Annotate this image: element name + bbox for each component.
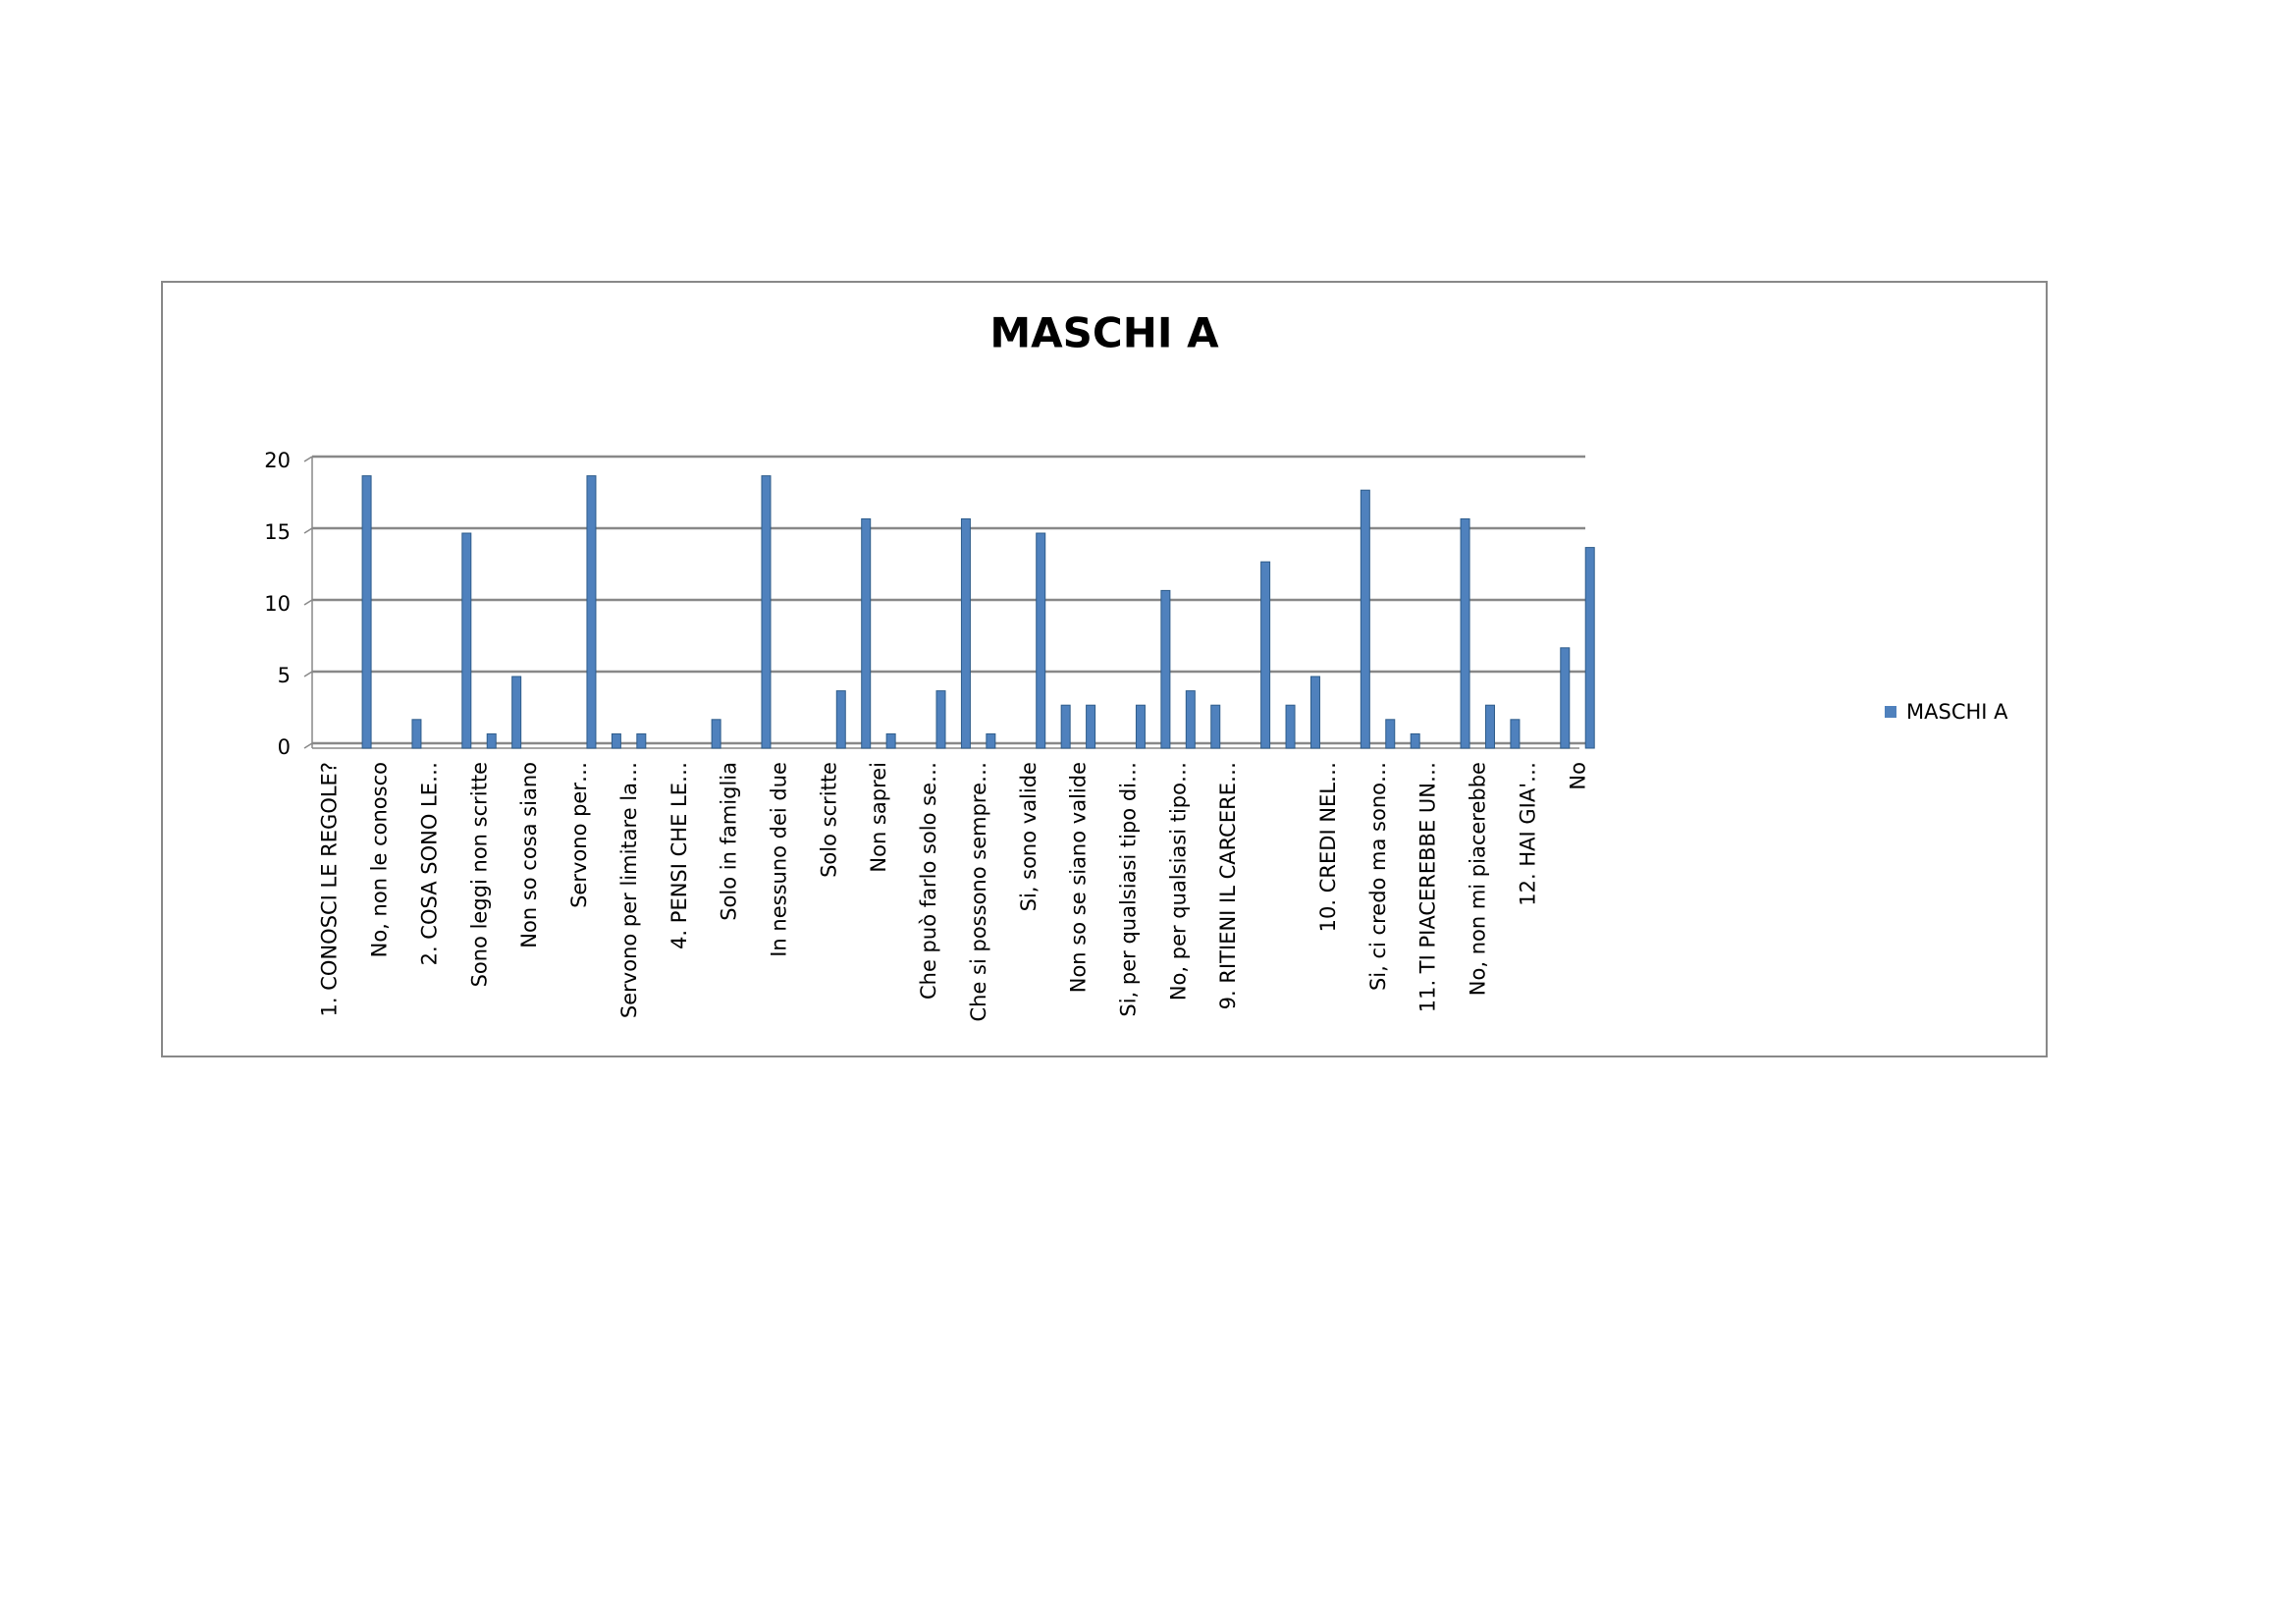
y-tick-label: 5: [278, 664, 291, 687]
bar: [1086, 704, 1096, 749]
bar: [1260, 561, 1271, 749]
x-tick-label: Si, per qualsiasi tipo di…: [1117, 762, 1141, 1017]
y-tick-label: 20: [264, 449, 291, 472]
bar: [1560, 647, 1571, 749]
y-tick-label: 0: [278, 735, 291, 759]
x-tick-label: Che si possono sempre…: [967, 762, 990, 1022]
bar: [461, 532, 472, 749]
tick-mark: [303, 742, 313, 749]
bar: [986, 732, 996, 749]
x-tick-label: Servono per…: [567, 762, 591, 908]
x-tick-label: Non saprei: [867, 762, 890, 873]
x-tick-label: In nessuno dei due: [767, 762, 790, 957]
x-tick-label: No: [1566, 762, 1589, 790]
bar: [1484, 704, 1495, 749]
bar: [935, 690, 946, 749]
bar: [1385, 719, 1396, 749]
chart-frame: [161, 281, 2048, 1057]
x-tick-label: Servono per limitare la…: [617, 762, 641, 1018]
tick-mark: [303, 671, 313, 677]
bar: [1360, 489, 1370, 749]
x-tick-label: 2. COSA SONO LE…: [417, 762, 441, 965]
bar: [411, 719, 422, 749]
bar: [1210, 704, 1221, 749]
bar: [1160, 589, 1171, 749]
bar: [636, 732, 647, 749]
bar: [1510, 719, 1521, 749]
x-tick-label: No, non mi piacerebbe: [1467, 762, 1490, 996]
x-tick-label: Sono leggi non scritte: [467, 762, 491, 987]
x-tick-label: Si, ci credo ma sono…: [1366, 762, 1390, 991]
x-tick-label: Non so cosa siano: [517, 762, 541, 948]
bar: [711, 719, 721, 749]
bar: [586, 475, 597, 749]
bar: [761, 475, 772, 749]
x-tick-label: 10. CREDI NEL…: [1316, 762, 1340, 932]
legend-label: MASCHI A: [1906, 700, 2008, 724]
x-tick-label: Si, sono valide: [1017, 762, 1041, 911]
bar: [611, 732, 621, 749]
bar: [361, 475, 372, 749]
tick-mark: [303, 527, 313, 534]
bar: [1309, 676, 1320, 749]
chart-title: MASCHI A: [989, 309, 1219, 357]
tick-mark: [303, 456, 313, 462]
x-tick-label: 11. TI PIACEREBBE UN…: [1416, 762, 1440, 1012]
bar: [1410, 732, 1420, 749]
bar: [1285, 704, 1296, 749]
x-tick-label: No, non le conosco: [368, 762, 392, 957]
bar: [861, 517, 872, 749]
y-tick-label: 10: [264, 592, 291, 616]
x-tick-label: 1. CONOSCI LE REGOLE?: [318, 762, 342, 1016]
x-tick-label: Che può farlo solo se…: [917, 762, 940, 1000]
tick-mark: [303, 599, 313, 606]
x-tick-label: 9. RITIENI IL CARCERE…: [1216, 762, 1240, 1009]
x-tick-label: Solo in famiglia: [718, 762, 741, 921]
x-tick-label: No, per qualsiasi tipo…: [1166, 762, 1190, 1001]
x-tick-label: Non so se siano valide: [1067, 762, 1091, 993]
y-tick-label: 15: [264, 520, 291, 544]
bar: [1135, 704, 1146, 749]
x-tick-label: 12. HAI GIA'…: [1516, 762, 1539, 906]
bar: [1060, 704, 1071, 749]
bar: [1584, 547, 1595, 749]
bar: [885, 732, 896, 749]
bar: [486, 732, 497, 749]
bar: [511, 676, 522, 749]
bar: [1036, 532, 1046, 749]
x-tick-label: 4. PENSI CHE LE…: [667, 762, 691, 949]
legend-swatch: [1885, 706, 1896, 718]
x-tick-label: Solo scritte: [817, 762, 840, 878]
bar: [1460, 517, 1470, 749]
bar: [835, 690, 846, 749]
bar: [960, 517, 971, 749]
bar: [1185, 690, 1196, 749]
